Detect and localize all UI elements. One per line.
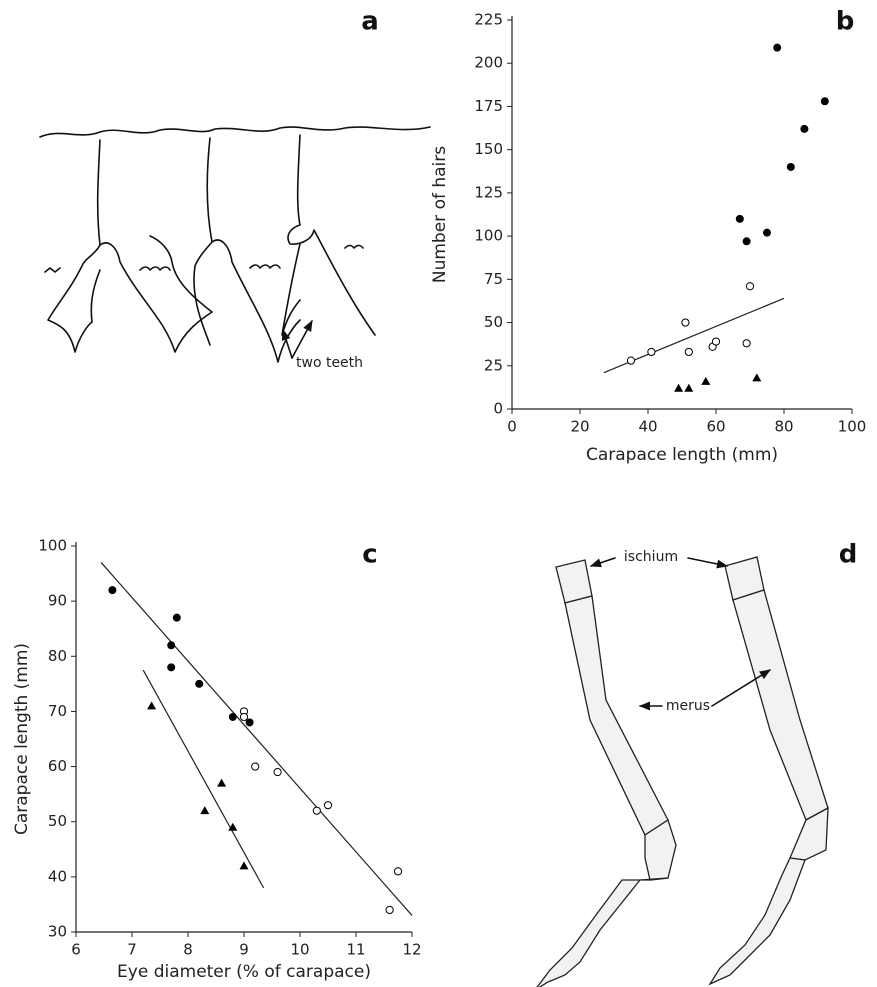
- y-axis-title: Number of hairs: [430, 146, 450, 283]
- annotation: two teeth: [296, 355, 363, 371]
- x-tick-label: 12: [402, 941, 421, 959]
- point: [820, 97, 829, 106]
- x-tick-label: 60: [706, 418, 725, 436]
- trend-line: [142, 669, 265, 889]
- point: [626, 356, 636, 365]
- y-tick-label: 0: [493, 400, 503, 418]
- point: [200, 806, 210, 815]
- y-tick-label: 50: [48, 812, 67, 830]
- x-tick-label: 11: [346, 941, 365, 959]
- point: [393, 867, 403, 876]
- point: [167, 663, 176, 672]
- x-tick-label: 40: [638, 418, 657, 436]
- point: [681, 318, 690, 327]
- point: [172, 613, 181, 622]
- x-tick-label: 10: [290, 941, 309, 959]
- x-tick-label: 9: [239, 941, 249, 959]
- y-tick-label: 150: [474, 140, 503, 158]
- point: [228, 712, 237, 721]
- point: [711, 337, 721, 346]
- x-tick-label: 20: [570, 418, 589, 436]
- point: [674, 383, 684, 392]
- y-tick-label: 100: [38, 537, 67, 555]
- x-tick-label: 80: [774, 418, 793, 436]
- point: [147, 701, 157, 710]
- y-tick-label: 175: [474, 97, 503, 115]
- y-tick-label: 125: [474, 183, 503, 201]
- point: [745, 282, 755, 291]
- panel-a-drawing: [39, 126, 431, 363]
- point: [167, 641, 176, 650]
- point: [684, 347, 693, 357]
- point: [763, 228, 771, 237]
- point: [742, 237, 751, 246]
- panel-label: a: [361, 7, 379, 37]
- annotation: ischium: [624, 549, 678, 565]
- point: [312, 806, 321, 815]
- point: [195, 679, 204, 688]
- point: [108, 586, 117, 595]
- y-tick-label: 40: [48, 867, 67, 885]
- point: [245, 718, 254, 727]
- y-tick-label: 25: [484, 356, 503, 374]
- y-tick-label: 200: [474, 54, 503, 72]
- y-tick-label: 100: [474, 227, 503, 245]
- point: [239, 712, 249, 722]
- x-tick-label: 8: [183, 941, 193, 959]
- point: [385, 905, 394, 915]
- y-tick-label: 30: [48, 923, 67, 941]
- y-tick-label: 225: [474, 11, 503, 29]
- point: [800, 124, 809, 133]
- point: [251, 762, 260, 771]
- panel-label: b: [836, 7, 855, 37]
- x-tick-label: 100: [838, 418, 867, 436]
- x-tick-label: 6: [71, 941, 81, 959]
- point: [647, 347, 656, 357]
- point: [701, 376, 711, 385]
- point: [273, 767, 282, 777]
- y-tick-label: 60: [48, 757, 67, 775]
- point: [323, 801, 333, 810]
- y-tick-label: 80: [48, 647, 67, 665]
- panel-label: c: [362, 540, 377, 570]
- point: [742, 339, 751, 348]
- point: [773, 43, 782, 52]
- y-tick-label: 75: [484, 270, 503, 288]
- x-tick-label: 0: [507, 418, 517, 436]
- point: [786, 162, 795, 171]
- trend-line: [100, 562, 413, 916]
- y-tick-label: 50: [484, 313, 503, 331]
- panel-label: d: [839, 540, 858, 570]
- y-tick-label: 90: [48, 592, 67, 610]
- point: [735, 214, 744, 223]
- panel-d-drawing: [536, 556, 829, 987]
- x-axis-title: Eye diameter (% of carapace): [117, 962, 371, 982]
- point: [228, 822, 238, 831]
- point: [239, 861, 249, 870]
- point: [684, 383, 694, 392]
- y-axis-title: Carapace length (mm): [12, 643, 32, 835]
- x-axis-title: Carapace length (mm): [586, 445, 778, 465]
- y-tick-label: 70: [48, 702, 67, 720]
- point: [217, 778, 227, 787]
- point: [752, 373, 762, 382]
- annotation: merus: [666, 698, 710, 714]
- x-tick-label: 7: [127, 941, 137, 959]
